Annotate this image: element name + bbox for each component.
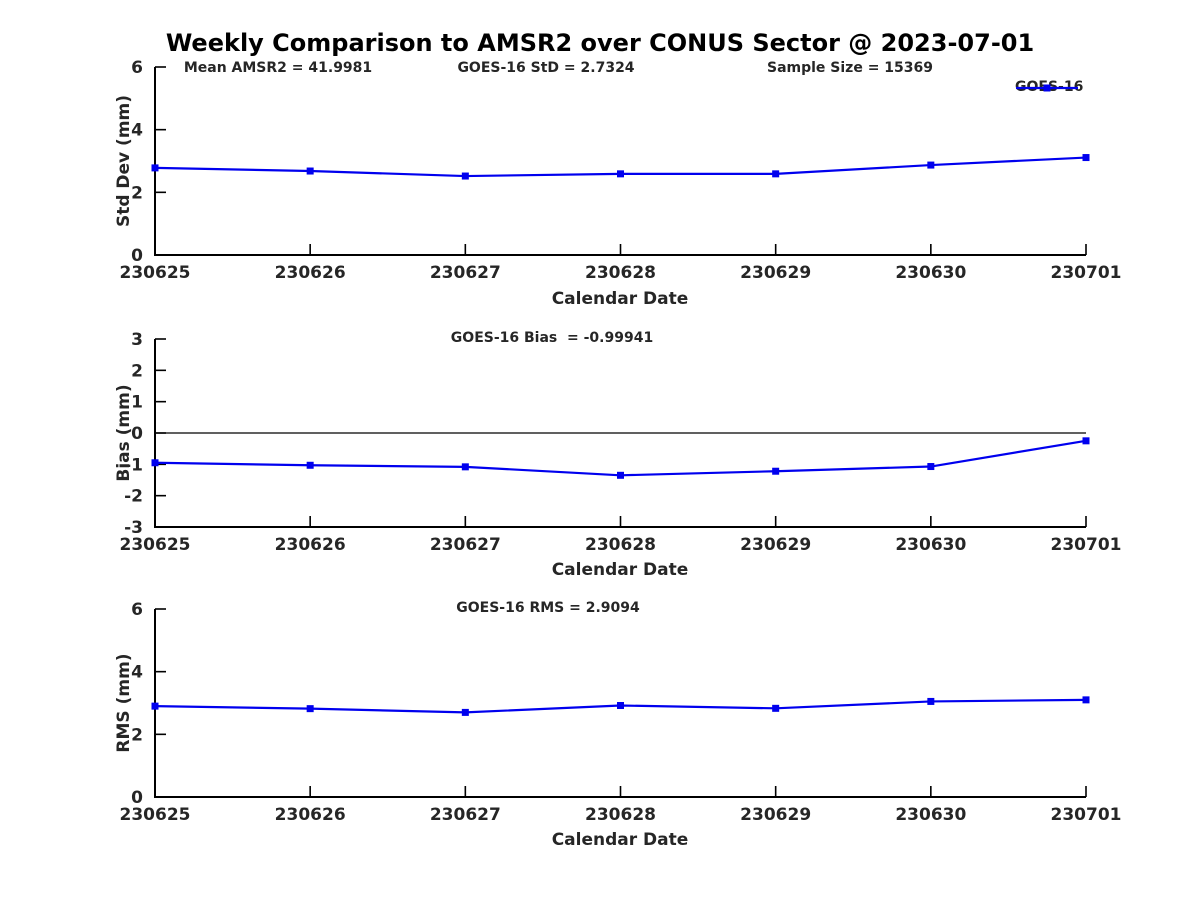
data-point-marker (306, 705, 314, 713)
y-tick-label: 2 (131, 361, 143, 381)
x-tick-label: 230627 (430, 535, 501, 555)
data-point-marker (306, 461, 314, 469)
x-tick-label: 230629 (740, 535, 811, 555)
data-point-marker (151, 702, 159, 710)
data-point-marker (1082, 154, 1090, 162)
legend-marker-icon (1043, 84, 1051, 92)
data-point-marker (772, 170, 780, 178)
y-tick-label: 0 (131, 424, 143, 444)
y-tick-label: 0 (131, 246, 143, 266)
xlabel-calendar-date-1: Calendar Date (551, 289, 689, 309)
data-point-marker (772, 704, 780, 712)
y-tick-label: 3 (131, 330, 143, 350)
x-tick-label: 230629 (740, 263, 811, 283)
y-tick-label: 0 (131, 788, 143, 808)
y-tick-label: 1 (131, 393, 143, 413)
data-point-marker (1082, 437, 1090, 445)
legend-line-marker-icon (1016, 84, 1078, 92)
stat-goes16-std: GOES-16 StD = 2.7324 (457, 60, 635, 76)
series-line (154, 439, 1087, 477)
x-tick-label: 230701 (1051, 805, 1122, 825)
y-tick-label: 2 (131, 725, 143, 745)
stat-goes16-bias: GOES-16 Bias = -0.99941 (450, 330, 654, 346)
page-title: Weekly Comparison to AMSR2 over CONUS Se… (165, 29, 1035, 57)
x-tick-label: 230628 (585, 263, 656, 283)
x-tick-label: 230630 (895, 263, 966, 283)
x-tick-label: 230627 (430, 263, 501, 283)
x-tick-label: 230625 (120, 805, 191, 825)
data-point-marker (772, 467, 780, 475)
y-tick-label: 4 (131, 121, 143, 141)
x-tick-label: 230625 (120, 535, 191, 555)
stat-mean-amsr2: Mean AMSR2 = 41.9981 (183, 60, 373, 76)
y-tick-label: 6 (131, 58, 143, 78)
x-tick-label: 230629 (740, 805, 811, 825)
y-tick-label: -1 (124, 455, 143, 475)
data-point-marker (151, 459, 159, 467)
x-tick-label: 230630 (895, 535, 966, 555)
data-point-marker (461, 463, 469, 471)
x-tick-label: 230701 (1051, 535, 1122, 555)
x-tick-label: 230628 (585, 535, 656, 555)
x-tick-label: 230626 (275, 263, 346, 283)
data-point-marker (617, 170, 624, 178)
data-point-marker (1082, 696, 1090, 704)
data-point-marker (617, 471, 624, 479)
y-tick-label: -2 (124, 487, 143, 507)
data-point-marker (461, 708, 469, 716)
xlabel-calendar-date-2: Calendar Date (551, 560, 689, 580)
y-tick-label: 6 (131, 600, 143, 620)
y-tick-label: 4 (131, 663, 143, 683)
data-point-marker (461, 172, 469, 180)
data-point-marker (306, 167, 314, 175)
stat-goes16-rms: GOES-16 RMS = 2.9094 (456, 600, 640, 616)
x-tick-label: 230630 (895, 805, 966, 825)
y-tick-label: -3 (124, 518, 143, 538)
data-point-marker (927, 463, 935, 471)
data-point-marker (927, 697, 935, 705)
x-tick-label: 230628 (585, 805, 656, 825)
x-tick-label: 230626 (275, 805, 346, 825)
legend: GOES-16 (1015, 79, 1083, 95)
x-tick-label: 230626 (275, 535, 346, 555)
stat-sample-size: Sample Size = 15369 (766, 60, 934, 76)
data-point-marker (927, 161, 935, 169)
x-tick-label: 230625 (120, 263, 191, 283)
x-tick-label: 230701 (1051, 263, 1122, 283)
data-point-marker (617, 702, 624, 710)
data-point-marker (151, 164, 159, 172)
xlabel-calendar-date-3: Calendar Date (551, 830, 689, 850)
x-tick-label: 230627 (430, 805, 501, 825)
y-tick-label: 2 (131, 183, 143, 203)
